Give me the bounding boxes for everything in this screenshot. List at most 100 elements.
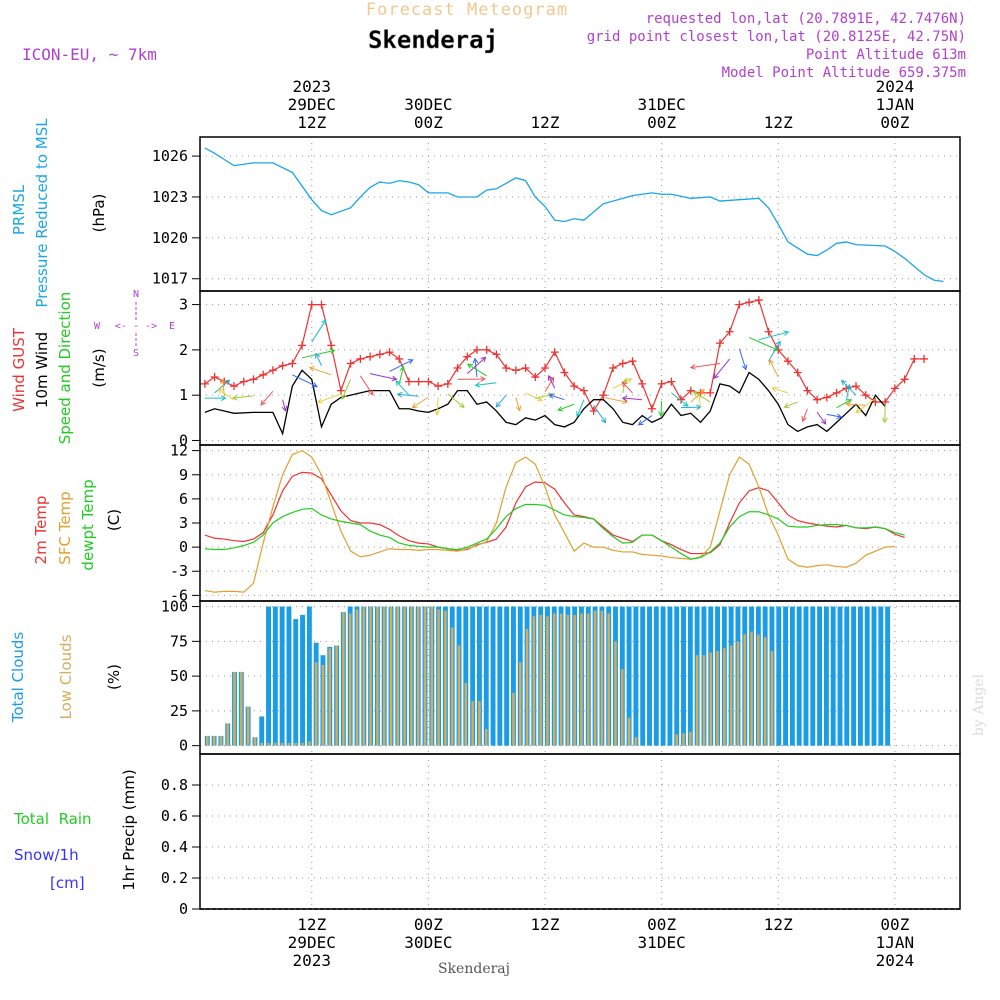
- wind-dir-arrowhead: [622, 378, 628, 384]
- gust-marker: [677, 395, 686, 404]
- low-cloud-bar: [389, 606, 393, 746]
- wind-dir-arrowhead: [472, 357, 479, 364]
- low-cloud-bar: [416, 606, 420, 746]
- wind-dir-label: Speed and Direction: [56, 292, 74, 445]
- top-date-label: 30DEC: [404, 95, 452, 114]
- gust-marker: [609, 364, 618, 372]
- total-cloud-bar: [286, 606, 292, 746]
- gust-marker: [210, 373, 219, 382]
- gust-marker: [239, 377, 248, 386]
- total-rain-label: Total Rain: [13, 810, 92, 828]
- gust-marker: [832, 388, 841, 397]
- wind-dir-arrow: [412, 396, 429, 409]
- gust-marker: [511, 366, 520, 375]
- bottom-hour-label: 00Z: [647, 915, 676, 934]
- wind-dir-arrow: [713, 358, 731, 379]
- gust-marker: [910, 354, 919, 363]
- top-date-label: 1JAN: [876, 95, 915, 114]
- low-cloud-bar: [260, 742, 263, 746]
- gust-marker: [890, 384, 899, 393]
- gust-marker: [463, 352, 472, 361]
- wind-dir-arrowhead: [231, 394, 238, 401]
- total-cloud-bar: [864, 606, 870, 746]
- wind-dir-arrowhead: [836, 413, 843, 420]
- gust-marker: [647, 404, 656, 413]
- gust-marker: [667, 377, 676, 386]
- watermark: by Angel: [971, 673, 987, 736]
- gust-marker: [657, 379, 666, 388]
- bottom-year-label: 2024: [876, 951, 915, 970]
- gust-marker: [570, 382, 579, 391]
- total-cloud-bar: [687, 606, 693, 746]
- total-cloud-bar: [674, 606, 680, 746]
- low-cloud-bar: [621, 669, 624, 746]
- y-tick-label: 100: [161, 598, 188, 616]
- low-cloud-bar: [430, 606, 434, 746]
- wind-dir-arrowhead: [220, 395, 227, 401]
- wind-dir-arrowhead: [458, 402, 465, 409]
- gust-marker: [200, 379, 209, 388]
- low-cloud-bar: [723, 648, 726, 746]
- wind-dir-arrowhead: [689, 364, 696, 370]
- temp2m-label: 2m Temp: [32, 496, 50, 565]
- low-clouds-label: Low Clouds: [57, 634, 75, 719]
- gust-marker: [249, 375, 258, 384]
- low-cloud-bar: [600, 610, 604, 746]
- wind-dir-arrowhead: [515, 405, 522, 412]
- wind-dir-arrow: [558, 403, 575, 411]
- total-cloud-bar: [266, 606, 271, 746]
- wind-dir-arrowhead: [480, 356, 487, 363]
- gust-marker: [278, 361, 287, 370]
- low-cloud-bar: [580, 613, 583, 746]
- gust-marker: [783, 357, 792, 366]
- low-cloud-bar: [287, 742, 291, 746]
- wind-dir-arrow: [748, 336, 779, 351]
- location-title: Skenderaj: [368, 26, 498, 54]
- requested-coords: requested lon,lat (20.7891E, 42.7476N): [646, 11, 966, 27]
- pressure-unit: (hPa): [90, 194, 108, 233]
- wind-dir-arrow: [232, 395, 254, 399]
- wind-dir-arrowhead: [622, 398, 629, 405]
- wind-dir-arrowhead: [391, 375, 398, 382]
- wind-dir-arrowhead: [434, 410, 441, 416]
- wind-dir-arrow: [841, 380, 857, 396]
- gust-marker: [725, 327, 734, 336]
- low-cloud-bar: [403, 606, 406, 746]
- wind-dir-arrowhead: [311, 382, 318, 388]
- gust-marker: [366, 352, 375, 361]
- gust-label: Wind GUST: [10, 327, 28, 412]
- wind-dir-arrowhead: [341, 393, 347, 400]
- panel-frame-0: [199, 136, 961, 292]
- temp-labels: 2m Temp SFC Temp dewpt Temp (C): [32, 479, 123, 570]
- low-cloud-bar: [682, 733, 685, 746]
- wind-dir-arrowhead: [548, 393, 555, 399]
- wind-dir-arrow: [397, 393, 419, 397]
- gust-marker: [813, 395, 822, 404]
- y-tick-label: 2: [179, 341, 188, 359]
- snow-label: Snow/1h: [14, 846, 79, 864]
- low-cloud-bar: [532, 616, 536, 746]
- precip-unit: 1hr Precip (mm): [120, 769, 138, 890]
- clouds-unit: (%): [105, 664, 123, 690]
- total-cloud-bar: [647, 606, 652, 746]
- low-cloud-bar: [369, 606, 372, 746]
- gust-marker: [550, 348, 559, 357]
- gust-marker: [900, 375, 909, 384]
- wind-dir-arrow: [698, 393, 702, 408]
- panel-1: 0 1 2 3: [179, 291, 960, 449]
- low-cloud-bar: [689, 731, 692, 746]
- total-cloud-bar: [803, 606, 809, 746]
- wind-dir-arrow: [544, 377, 555, 393]
- wind-dir-arrow: [395, 380, 410, 396]
- low-cloud-bar: [437, 609, 440, 746]
- low-cloud-bar: [226, 723, 229, 746]
- low-cloud-bar: [587, 613, 590, 746]
- total-cloud-bar: [640, 606, 646, 746]
- total-cloud-bar: [789, 606, 795, 746]
- low-cloud-bar: [614, 641, 617, 746]
- wind-dir-arrowhead: [741, 364, 748, 371]
- wind-dir-arrowhead: [840, 379, 847, 386]
- total-cloud-bar: [490, 606, 496, 746]
- gust-marker: [307, 300, 316, 309]
